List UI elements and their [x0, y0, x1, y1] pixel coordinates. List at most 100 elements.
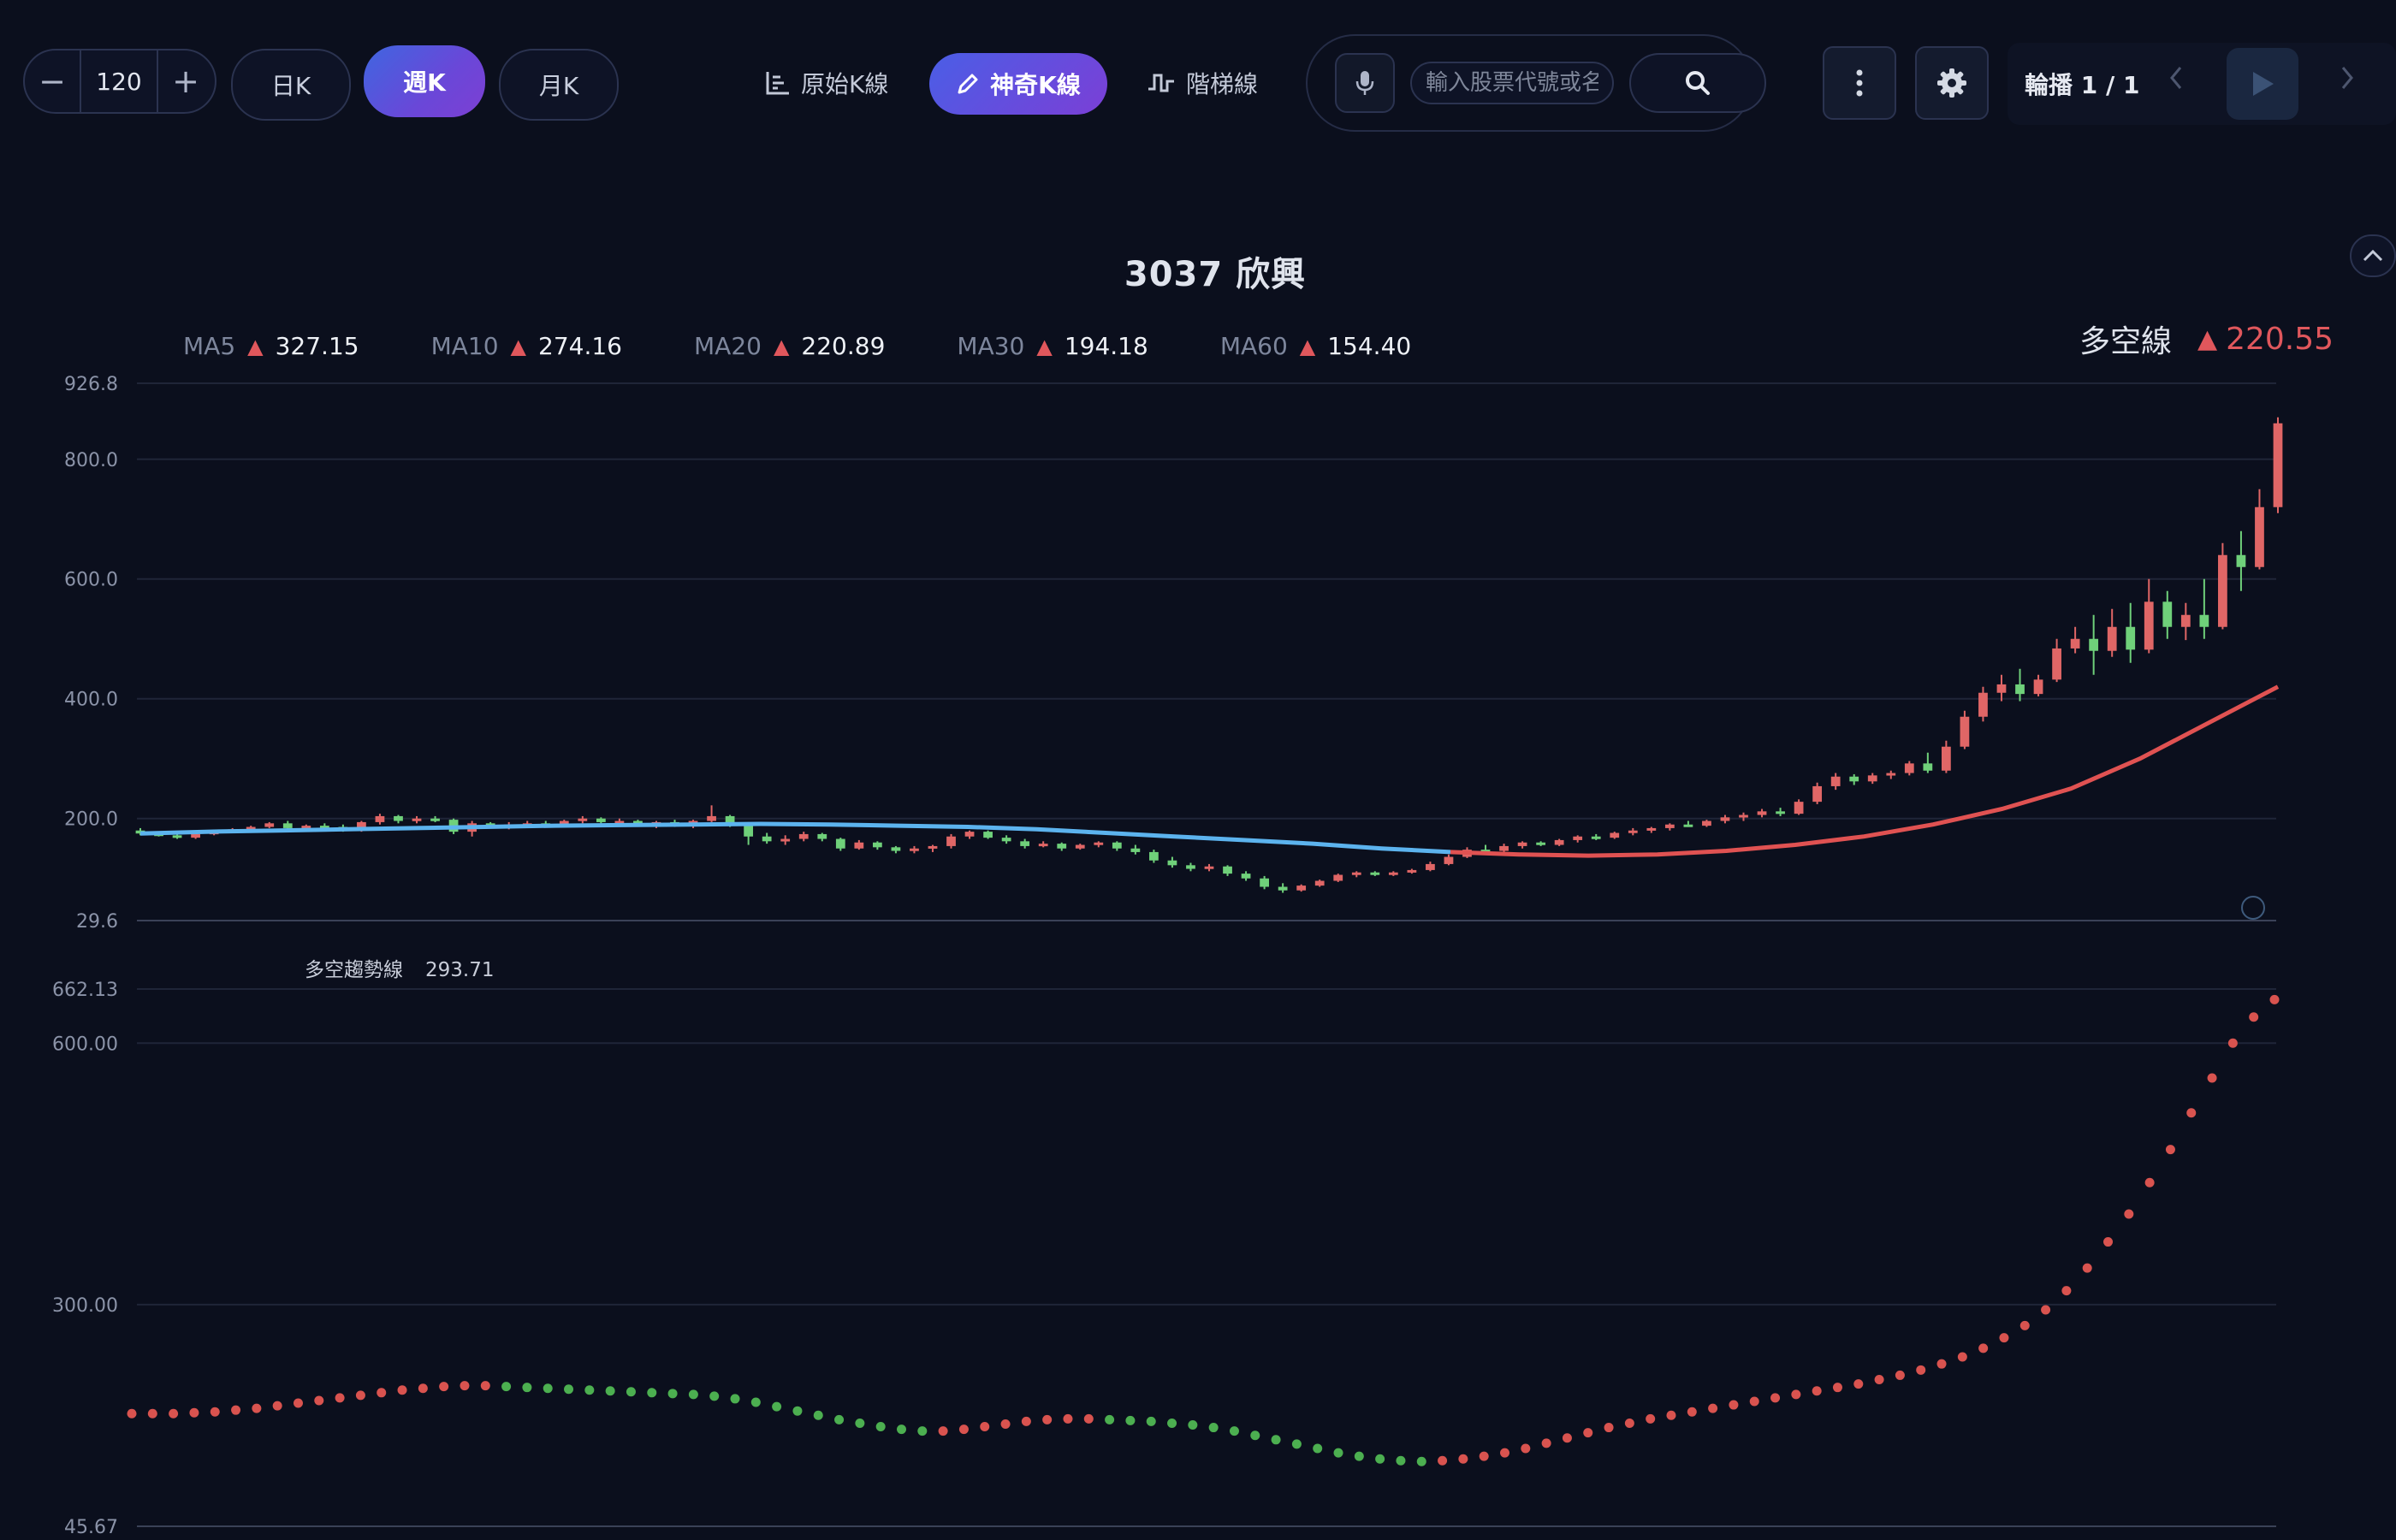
- candle-body: [1370, 872, 1380, 875]
- trend-dot: [917, 1426, 928, 1436]
- trend-dot: [1229, 1426, 1239, 1436]
- trend-dot: [460, 1381, 470, 1391]
- trend-dot: [1708, 1403, 1718, 1413]
- y-tick-label: 200.0: [64, 809, 118, 831]
- trend-dot: [543, 1383, 553, 1394]
- candle-body: [1794, 802, 1804, 814]
- trend-dot: [1562, 1433, 1572, 1443]
- ma-name: MA5: [183, 332, 236, 360]
- up-arrow-icon: ▲: [247, 334, 264, 358]
- candle-body: [1020, 841, 1030, 846]
- next-button[interactable]: [2340, 63, 2355, 98]
- trend-dot: [813, 1410, 823, 1420]
- candle-body: [2180, 614, 2191, 627]
- trend-dot: [2124, 1209, 2134, 1219]
- decrement-button[interactable]: −: [25, 50, 80, 112]
- tab-step-line-label: 階梯線: [1186, 70, 1259, 98]
- trend-dot: [1167, 1418, 1177, 1428]
- candle-body: [1407, 869, 1417, 873]
- ma-name: MA30: [957, 332, 1025, 360]
- trend-dot: [1978, 1343, 1989, 1353]
- candle-body: [301, 826, 311, 829]
- candle-body: [430, 818, 440, 821]
- increment-button[interactable]: +: [158, 50, 213, 112]
- trend-dot: [875, 1422, 886, 1432]
- rotation-label: 輪播 1 / 1: [2025, 71, 2140, 99]
- chart-title: 3037 欣興: [1124, 255, 1307, 294]
- candle-body: [1314, 880, 1325, 886]
- ma-name: MA10: [430, 332, 499, 360]
- candle-body: [2126, 626, 2136, 650]
- candle-body: [1664, 824, 1675, 828]
- candle-body: [1517, 842, 1527, 846]
- candle-body: [357, 821, 366, 831]
- month-k-button[interactable]: 月K: [499, 49, 619, 121]
- trend-dot: [2082, 1263, 2092, 1273]
- candle-body: [1499, 845, 1509, 851]
- candle-body: [1830, 776, 1841, 786]
- candle-body: [2255, 506, 2264, 567]
- day-k-button[interactable]: 日K: [231, 49, 351, 121]
- trend-dot: [1666, 1410, 1676, 1420]
- candle-body: [375, 815, 385, 822]
- play-button[interactable]: [2227, 48, 2298, 120]
- trend-dot: [1874, 1375, 1884, 1385]
- trend-dot: [210, 1407, 220, 1417]
- trend-dot: [1832, 1383, 1842, 1393]
- candle-body: [578, 818, 588, 821]
- trend-dot: [564, 1384, 574, 1395]
- tab-raw-k[interactable]: 原始K線: [765, 63, 888, 103]
- candle-body: [1351, 872, 1361, 875]
- more-button[interactable]: [1823, 46, 1896, 120]
- y-tick-label: 400.0: [64, 690, 118, 711]
- pen-icon: [958, 74, 978, 94]
- trend-dot: [2019, 1320, 2030, 1330]
- candle-body: [559, 820, 569, 825]
- long-short-line-bull: [1450, 684, 2280, 858]
- candle-body: [1628, 830, 1638, 833]
- candle-body: [394, 815, 403, 821]
- trend-dot: [688, 1389, 698, 1400]
- trend-dot: [1791, 1389, 1801, 1400]
- candle-body: [1720, 817, 1730, 821]
- candle-body: [817, 833, 827, 839]
- candle-body: [1849, 776, 1859, 782]
- trend-dot: [1895, 1370, 1905, 1380]
- candle-body: [1426, 863, 1435, 870]
- trend-dot: [584, 1385, 595, 1395]
- previous-button[interactable]: [2168, 63, 2184, 98]
- candle-body: [1001, 838, 1011, 842]
- trend-dot: [480, 1381, 490, 1391]
- trend-dot: [2041, 1305, 2051, 1315]
- trend-dot: [1687, 1407, 1697, 1417]
- week-k-button[interactable]: 週K: [364, 45, 485, 117]
- trend-dot: [335, 1393, 345, 1403]
- candle-body: [2089, 638, 2099, 651]
- ma-value: 220.89: [801, 332, 886, 360]
- y-tick-label: 600.0: [64, 570, 118, 591]
- settings-button[interactable]: [1915, 46, 1989, 120]
- candle-body: [1739, 814, 1748, 818]
- trend-dot: [2165, 1145, 2175, 1155]
- candle-body: [1904, 763, 1914, 773]
- tab-magic-k[interactable]: 神奇K線: [929, 53, 1107, 115]
- trend-dot: [1624, 1418, 1634, 1428]
- candle-body: [1776, 811, 1785, 814]
- trend-dot: [2207, 1073, 2217, 1083]
- collapse-button[interactable]: [2350, 234, 2396, 277]
- trend-dot: [1208, 1423, 1219, 1433]
- search-input[interactable]: [1410, 62, 1614, 104]
- trend-dot: [1083, 1413, 1094, 1424]
- trend-dot: [231, 1405, 241, 1415]
- trend-dot: [1957, 1352, 1967, 1362]
- candle-body: [872, 842, 882, 848]
- candle-body: [1554, 839, 1564, 845]
- ma-item: MA20 ▲ 220.89: [694, 332, 885, 360]
- count-value[interactable]: 120: [80, 50, 158, 112]
- trend-dot: [1936, 1359, 1947, 1369]
- trend-dot: [1916, 1365, 1926, 1375]
- voice-search-button[interactable]: [1335, 53, 1395, 113]
- search-button[interactable]: [1629, 53, 1766, 113]
- tab-step-line[interactable]: 階梯線: [1147, 63, 1258, 103]
